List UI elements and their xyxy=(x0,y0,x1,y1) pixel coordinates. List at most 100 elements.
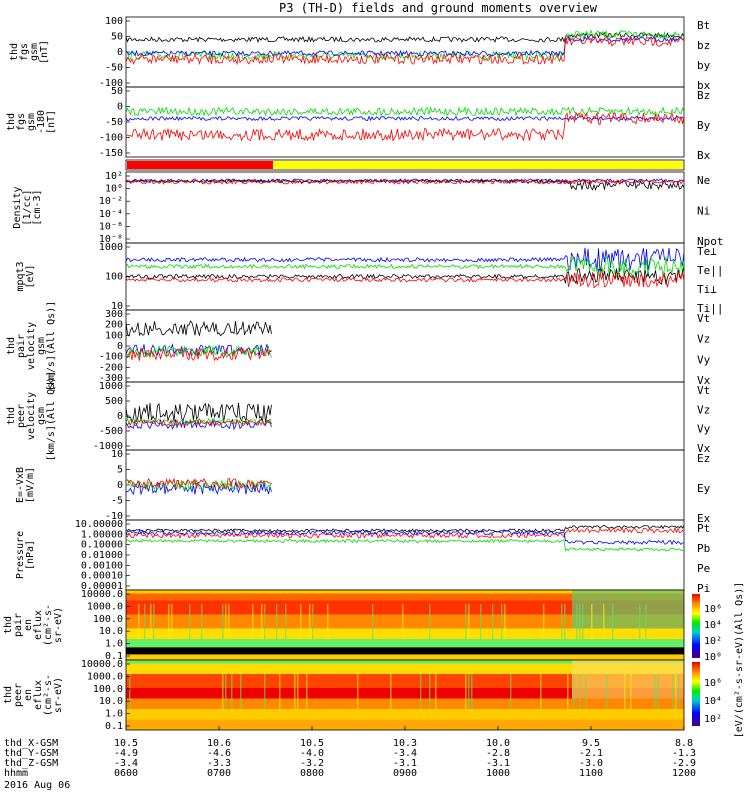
trace-vz xyxy=(125,347,272,362)
y-axis-label: [nT] xyxy=(46,110,57,134)
footer-value: -1.3 xyxy=(672,748,696,759)
y-tick-label: -5 xyxy=(111,496,123,507)
spectrogram-streak xyxy=(285,604,287,639)
spectrogram-streak xyxy=(492,604,494,639)
y-tick-label: 10 xyxy=(111,449,123,460)
y-axis-label: pair xyxy=(16,334,27,358)
spectrogram-streak xyxy=(129,674,131,709)
trace-pb xyxy=(125,526,685,540)
y-tick-label: 10 xyxy=(111,301,123,312)
y-axis-label: (cm²-s- xyxy=(43,604,54,646)
legend-pt: Pt xyxy=(697,522,710,535)
y-axis-label: sr-eV) xyxy=(53,677,64,713)
y-tick-label: 100 xyxy=(105,272,123,283)
trace-teperp xyxy=(125,271,685,289)
y-tick-label: 0 xyxy=(117,411,123,422)
y-tick-label: 200 xyxy=(105,320,123,331)
spectrogram-streak xyxy=(579,604,581,639)
spectrogram-streak xyxy=(264,604,266,639)
y-tick-label: 0.01000 xyxy=(81,550,123,561)
mode-bar-yellow xyxy=(273,161,683,169)
trace-bz xyxy=(125,36,685,66)
legend-vz: Vz xyxy=(697,333,710,346)
spectrogram-streak xyxy=(501,604,503,639)
trace-bt xyxy=(125,31,685,44)
y-tick-label: 10⁻² xyxy=(99,196,123,207)
spectrogram-streak xyxy=(606,674,608,709)
y-tick-label: -10 xyxy=(105,511,123,522)
spectrogram-streak xyxy=(573,674,575,709)
footer-value: 1200 xyxy=(672,768,696,779)
spectrogram-streak xyxy=(540,674,542,709)
spectrogram-streak xyxy=(312,604,314,639)
footer-value: -3.1 xyxy=(486,758,510,769)
spectrogram-streak xyxy=(171,604,173,639)
spectrogram-streak xyxy=(543,604,545,639)
spectrogram-streak xyxy=(603,604,605,639)
legend-ti: Ti|| xyxy=(697,302,724,315)
legend-pe: Pe xyxy=(697,562,710,575)
legend-te: Te⊥ xyxy=(697,245,717,258)
footer-value: 10.0 xyxy=(486,738,510,749)
spectrogram-streak xyxy=(576,604,578,639)
footer-row-label: thd_Z-GSM xyxy=(4,758,58,769)
y-axis-label: E=-VxB xyxy=(15,467,26,503)
footer-value: 0600 xyxy=(114,768,138,779)
footer-value: 10.5 xyxy=(300,738,324,749)
y-tick-label: -150 xyxy=(99,148,123,159)
legend-by: by xyxy=(697,59,711,72)
spectrogram-streak xyxy=(630,674,632,709)
y-axis-label: thd xyxy=(3,686,14,704)
spectrogram-streak xyxy=(240,674,242,709)
spectrogram-streak xyxy=(225,674,227,709)
trace-pt xyxy=(125,524,685,533)
spectrogram-region xyxy=(572,590,684,629)
spectrogram-streak xyxy=(429,674,431,709)
y-tick-label: 10.0 xyxy=(99,696,123,707)
y-tick-label: -100 xyxy=(99,133,123,144)
spectrogram-streak xyxy=(591,604,593,639)
spectrogram-band xyxy=(126,709,684,721)
footer-value: -4.0 xyxy=(300,748,324,759)
colorbar-tick-label: 10⁰ xyxy=(704,652,722,663)
panel-frame xyxy=(125,381,685,451)
y-axis-label: thd xyxy=(6,113,17,131)
y-tick-label: 0.10000 xyxy=(81,540,123,551)
y-tick-label: 10.0 xyxy=(99,626,123,637)
spectrogram-region xyxy=(572,660,684,699)
y-axis-label: [km/s](All Qs)] xyxy=(46,371,57,461)
y-axis-label: velocity xyxy=(26,392,37,440)
legend-pb: Pb xyxy=(697,542,710,555)
spectrogram-streak xyxy=(327,604,329,639)
spectrogram-band xyxy=(126,698,684,710)
spectrogram-band xyxy=(126,590,684,595)
y-tick-label: 1000 xyxy=(99,381,123,392)
footer-value: 8.8 xyxy=(675,738,693,749)
trace-vz xyxy=(125,418,272,427)
trace-vt xyxy=(125,320,272,337)
spectrogram-streak xyxy=(465,674,467,709)
trace-bz xyxy=(125,111,685,142)
y-tick-label: -500 xyxy=(99,426,123,437)
y-axis-label: en xyxy=(23,619,34,631)
spectrogram-streak xyxy=(504,604,506,639)
y-axis-label: [nPa] xyxy=(25,540,36,570)
y-axis-label: -180 xyxy=(36,110,47,134)
footer-value: 1000 xyxy=(486,768,510,779)
footer-value: -2.9 xyxy=(672,758,696,769)
spectrogram-streak xyxy=(585,674,587,709)
y-axis-label: fgs xyxy=(19,43,30,61)
legend-pi: Pi xyxy=(697,582,710,595)
spectrogram-streak xyxy=(564,604,566,639)
y-axis-label: [1/cc] xyxy=(22,189,33,225)
spectrogram-streak xyxy=(567,674,569,709)
spectrogram-streak xyxy=(264,674,266,709)
legend-vt: Vt xyxy=(697,312,710,325)
colorbar-bottom xyxy=(692,662,700,726)
spectrogram-band xyxy=(126,639,684,649)
legend-bt: Bt xyxy=(697,19,710,32)
spectrogram-streak xyxy=(390,674,392,709)
y-tick-label: 10⁰ xyxy=(105,184,123,195)
legend-ne: Ne xyxy=(697,174,710,187)
spectrogram-streak xyxy=(645,604,647,639)
